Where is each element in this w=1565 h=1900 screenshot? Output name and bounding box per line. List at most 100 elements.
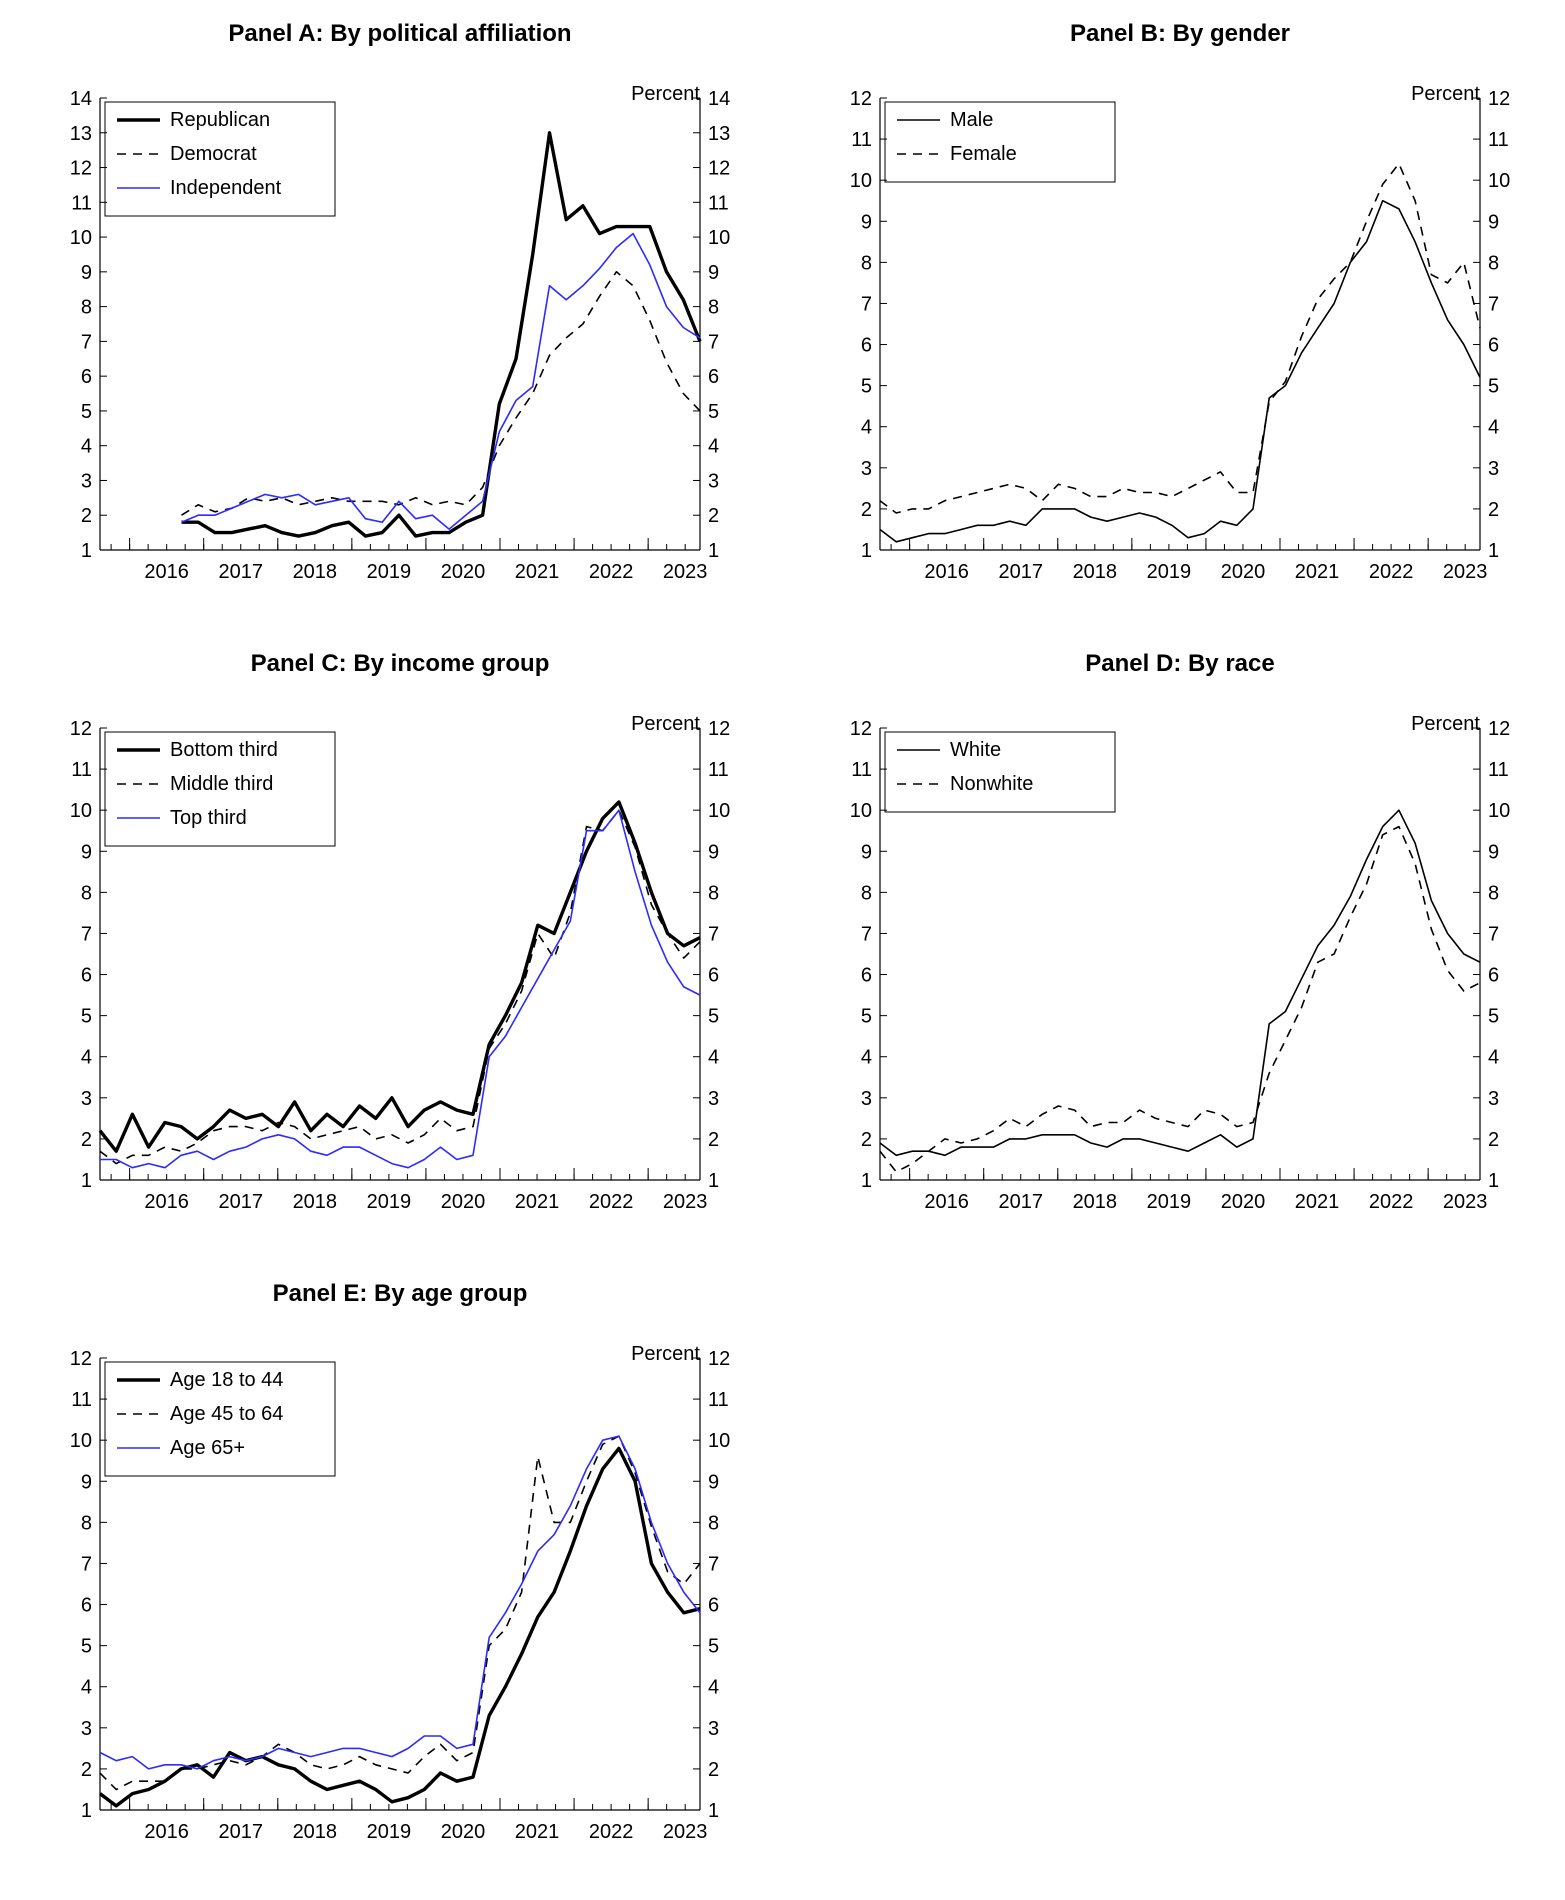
- ytick-label: 7: [1488, 293, 1499, 315]
- ytick-label: 11: [71, 759, 92, 781]
- ytick-label: 7: [861, 293, 872, 315]
- ytick-label: 8: [861, 252, 872, 274]
- ytick-label: 4: [81, 1047, 92, 1069]
- series-line: [880, 164, 1480, 513]
- ytick-label: 3: [708, 470, 719, 492]
- ytick-label: 6: [81, 366, 92, 388]
- xtick-label: 2023: [1443, 1191, 1488, 1213]
- series-line: [100, 1436, 700, 1789]
- chart-c: 1122334455667788991010111112122016201720…: [40, 710, 760, 1230]
- series-line: [880, 810, 1480, 1155]
- ytick-label: 10: [708, 1430, 730, 1452]
- xtick-label: 2023: [663, 561, 708, 583]
- ytick-label: 7: [708, 1553, 719, 1575]
- ytick-label: 2: [81, 1129, 92, 1151]
- ytick-label: 11: [851, 129, 872, 151]
- ytick-label: 5: [861, 1006, 872, 1028]
- ytick-label: 4: [861, 1047, 872, 1069]
- ytick-label: 12: [70, 1348, 92, 1370]
- xtick-label: 2016: [144, 1191, 189, 1213]
- ytick-label: 8: [861, 882, 872, 904]
- panel-title-e: Panel E: By age group: [40, 1280, 760, 1308]
- series-line: [100, 802, 700, 1151]
- legend-label: Age 45 to 64: [170, 1403, 283, 1425]
- xtick-label: 2023: [1443, 561, 1488, 583]
- ytick-label: 8: [81, 297, 92, 319]
- xtick-label: 2020: [441, 1191, 486, 1213]
- legend-label: Age 18 to 44: [170, 1369, 283, 1391]
- xtick-label: 2022: [1369, 561, 1414, 583]
- ytick-label: 13: [70, 123, 92, 145]
- panel-title-b: Panel B: By gender: [820, 20, 1540, 48]
- ytick-label: 11: [708, 759, 729, 781]
- xtick-label: 2019: [1147, 561, 1192, 583]
- ytick-label: 7: [81, 331, 92, 353]
- xtick-label: 2019: [367, 1821, 412, 1843]
- series-line: [100, 1436, 700, 1769]
- panel-title-c: Panel C: By income group: [40, 650, 760, 678]
- xtick-label: 2023: [663, 1191, 708, 1213]
- xtick-label: 2021: [515, 561, 560, 583]
- legend-label: Nonwhite: [950, 773, 1033, 795]
- legend-label: Bottom third: [170, 739, 278, 761]
- legend-label: Top third: [170, 807, 247, 829]
- ytick-label: 5: [861, 376, 872, 398]
- ytick-label: 12: [70, 158, 92, 180]
- ytick-label: 12: [850, 718, 872, 740]
- ytick-label: 2: [1488, 1129, 1499, 1151]
- legend-label: White: [950, 739, 1001, 761]
- xtick-label: 2020: [1221, 1191, 1266, 1213]
- panel-title-d: Panel D: By race: [820, 650, 1540, 678]
- ytick-label: 5: [708, 1006, 719, 1028]
- unit-label: Percent: [631, 1343, 700, 1365]
- ytick-label: 4: [708, 1677, 719, 1699]
- ytick-label: 9: [1488, 211, 1499, 233]
- xtick-label: 2020: [1221, 561, 1266, 583]
- ytick-label: 10: [70, 227, 92, 249]
- legend-label: Male: [950, 109, 993, 131]
- ytick-label: 5: [81, 1006, 92, 1028]
- ytick-label: 1: [81, 540, 92, 562]
- ytick-label: 4: [1488, 1047, 1499, 1069]
- xtick-label: 2021: [515, 1821, 560, 1843]
- ytick-label: 11: [71, 1389, 92, 1411]
- ytick-label: 3: [1488, 458, 1499, 480]
- ytick-label: 8: [81, 882, 92, 904]
- ytick-label: 14: [70, 88, 92, 110]
- unit-label: Percent: [631, 83, 700, 105]
- ytick-label: 10: [1488, 800, 1510, 822]
- chart-b: 1122334455667788991010111112122016201720…: [820, 80, 1540, 600]
- ytick-label: 1: [81, 1170, 92, 1192]
- series-line: [880, 201, 1480, 542]
- ytick-label: 1: [861, 540, 872, 562]
- ytick-label: 9: [81, 841, 92, 863]
- ytick-label: 10: [70, 1430, 92, 1452]
- ytick-label: 9: [861, 841, 872, 863]
- ytick-label: 7: [1488, 923, 1499, 945]
- xtick-label: 2020: [441, 1821, 486, 1843]
- legend-label: Republican: [170, 109, 270, 131]
- ytick-label: 2: [861, 1129, 872, 1151]
- xtick-label: 2021: [515, 1191, 560, 1213]
- xtick-label: 2016: [144, 1821, 189, 1843]
- ytick-label: 12: [1488, 718, 1510, 740]
- xtick-label: 2023: [663, 1821, 708, 1843]
- ytick-label: 4: [708, 436, 719, 458]
- ytick-label: 11: [1488, 759, 1509, 781]
- ytick-label: 12: [70, 718, 92, 740]
- xtick-label: 2017: [218, 1821, 262, 1843]
- xtick-label: 2022: [589, 1191, 634, 1213]
- ytick-label: 8: [708, 882, 719, 904]
- ytick-label: 9: [1488, 841, 1499, 863]
- ytick-label: 4: [81, 436, 92, 458]
- xtick-label: 2021: [1295, 561, 1340, 583]
- xtick-label: 2021: [1295, 1191, 1340, 1213]
- ytick-label: 6: [861, 335, 872, 357]
- ytick-label: 4: [1488, 417, 1499, 439]
- ytick-label: 10: [70, 800, 92, 822]
- xtick-label: 2018: [293, 1191, 338, 1213]
- ytick-label: 1: [708, 1170, 719, 1192]
- xtick-label: 2018: [293, 561, 338, 583]
- legend-label: Female: [950, 143, 1017, 165]
- xtick-label: 2017: [218, 1191, 262, 1213]
